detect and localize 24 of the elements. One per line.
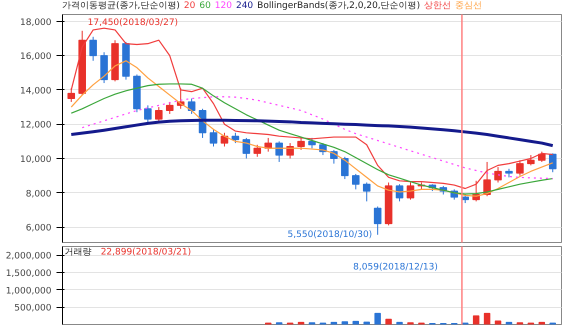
y-tick-label: 500,000 xyxy=(14,304,52,314)
y-tick-label: 6,000 xyxy=(26,224,52,234)
y-tick-label: 18,000 xyxy=(20,18,52,28)
annotation: 17,450(2018/03/27) xyxy=(88,18,178,28)
chart-title: 거래량 xyxy=(64,248,92,258)
text: 20 xyxy=(184,1,196,11)
text: 가격이동평균(종가,단순이평) xyxy=(62,1,180,11)
text: 중심선 xyxy=(455,1,482,11)
text: 120 xyxy=(214,1,232,11)
annotation: 8,059(2018/12/13) xyxy=(353,262,438,272)
text: BollingerBands(종가,2,0,20,단순이평) xyxy=(257,1,420,11)
y-tick-label: 12,000 xyxy=(20,120,52,131)
y-tick-label: 8,000 xyxy=(26,189,52,200)
y-tick-label: 10,000 xyxy=(20,155,52,165)
y-tick-label: 1,500,000 xyxy=(6,269,52,279)
y-tick-label: 16,000 xyxy=(20,52,52,62)
text: 240 xyxy=(236,1,254,11)
annotation: 5,550(2018/10/30) xyxy=(288,230,372,240)
y-tick-label: 2,000,000 xyxy=(6,252,52,262)
text: 상한선 xyxy=(424,1,452,11)
y-tick-label: 14,000 xyxy=(20,86,52,96)
annotation: 22,899(2018/03/21) xyxy=(100,248,192,258)
text: 60 xyxy=(199,1,211,11)
y-tick-label: 1,000,000 xyxy=(6,286,52,296)
